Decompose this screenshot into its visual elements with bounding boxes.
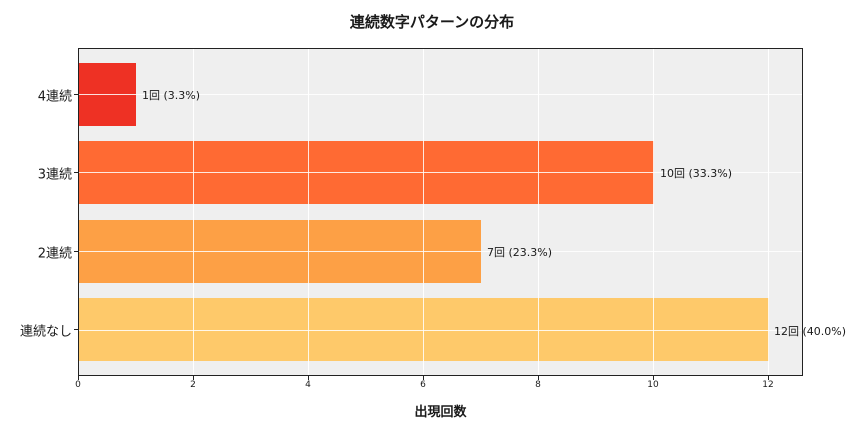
ytick-no-consecutive: 連続なし xyxy=(19,324,72,340)
bar-no-consecutive xyxy=(79,298,769,361)
chart-title: 連続数字パターンの分布 xyxy=(349,13,515,31)
xtick-8: 8 xyxy=(535,380,541,390)
x-axis-label: 出現回数 xyxy=(414,405,467,420)
xtick-12: 12 xyxy=(762,380,774,390)
ytick-4-consecutive: 4連続 xyxy=(37,89,72,105)
data-label-3-consecutive: 10回 (33.3%) xyxy=(660,167,733,180)
xtick-0: 0 xyxy=(75,380,81,390)
xtick-2: 2 xyxy=(190,380,196,390)
data-label-no-consecutive: 12回 (40.0%) xyxy=(774,325,847,338)
xtick-6: 6 xyxy=(420,380,426,390)
xtick-4: 4 xyxy=(305,380,311,390)
xtick-10: 10 xyxy=(647,380,659,390)
ytick-3-consecutive: 3連続 xyxy=(37,167,72,183)
data-label-2-consecutive: 7回 (23.3%) xyxy=(487,246,553,259)
plot-area: 1回 (3.3%) 10回 (33.3%) 7回 (23.3%) 12回 (40… xyxy=(78,48,846,376)
data-label-4-consecutive: 1回 (3.3%) xyxy=(142,89,201,102)
ytick-2-consecutive: 2連続 xyxy=(37,246,72,262)
